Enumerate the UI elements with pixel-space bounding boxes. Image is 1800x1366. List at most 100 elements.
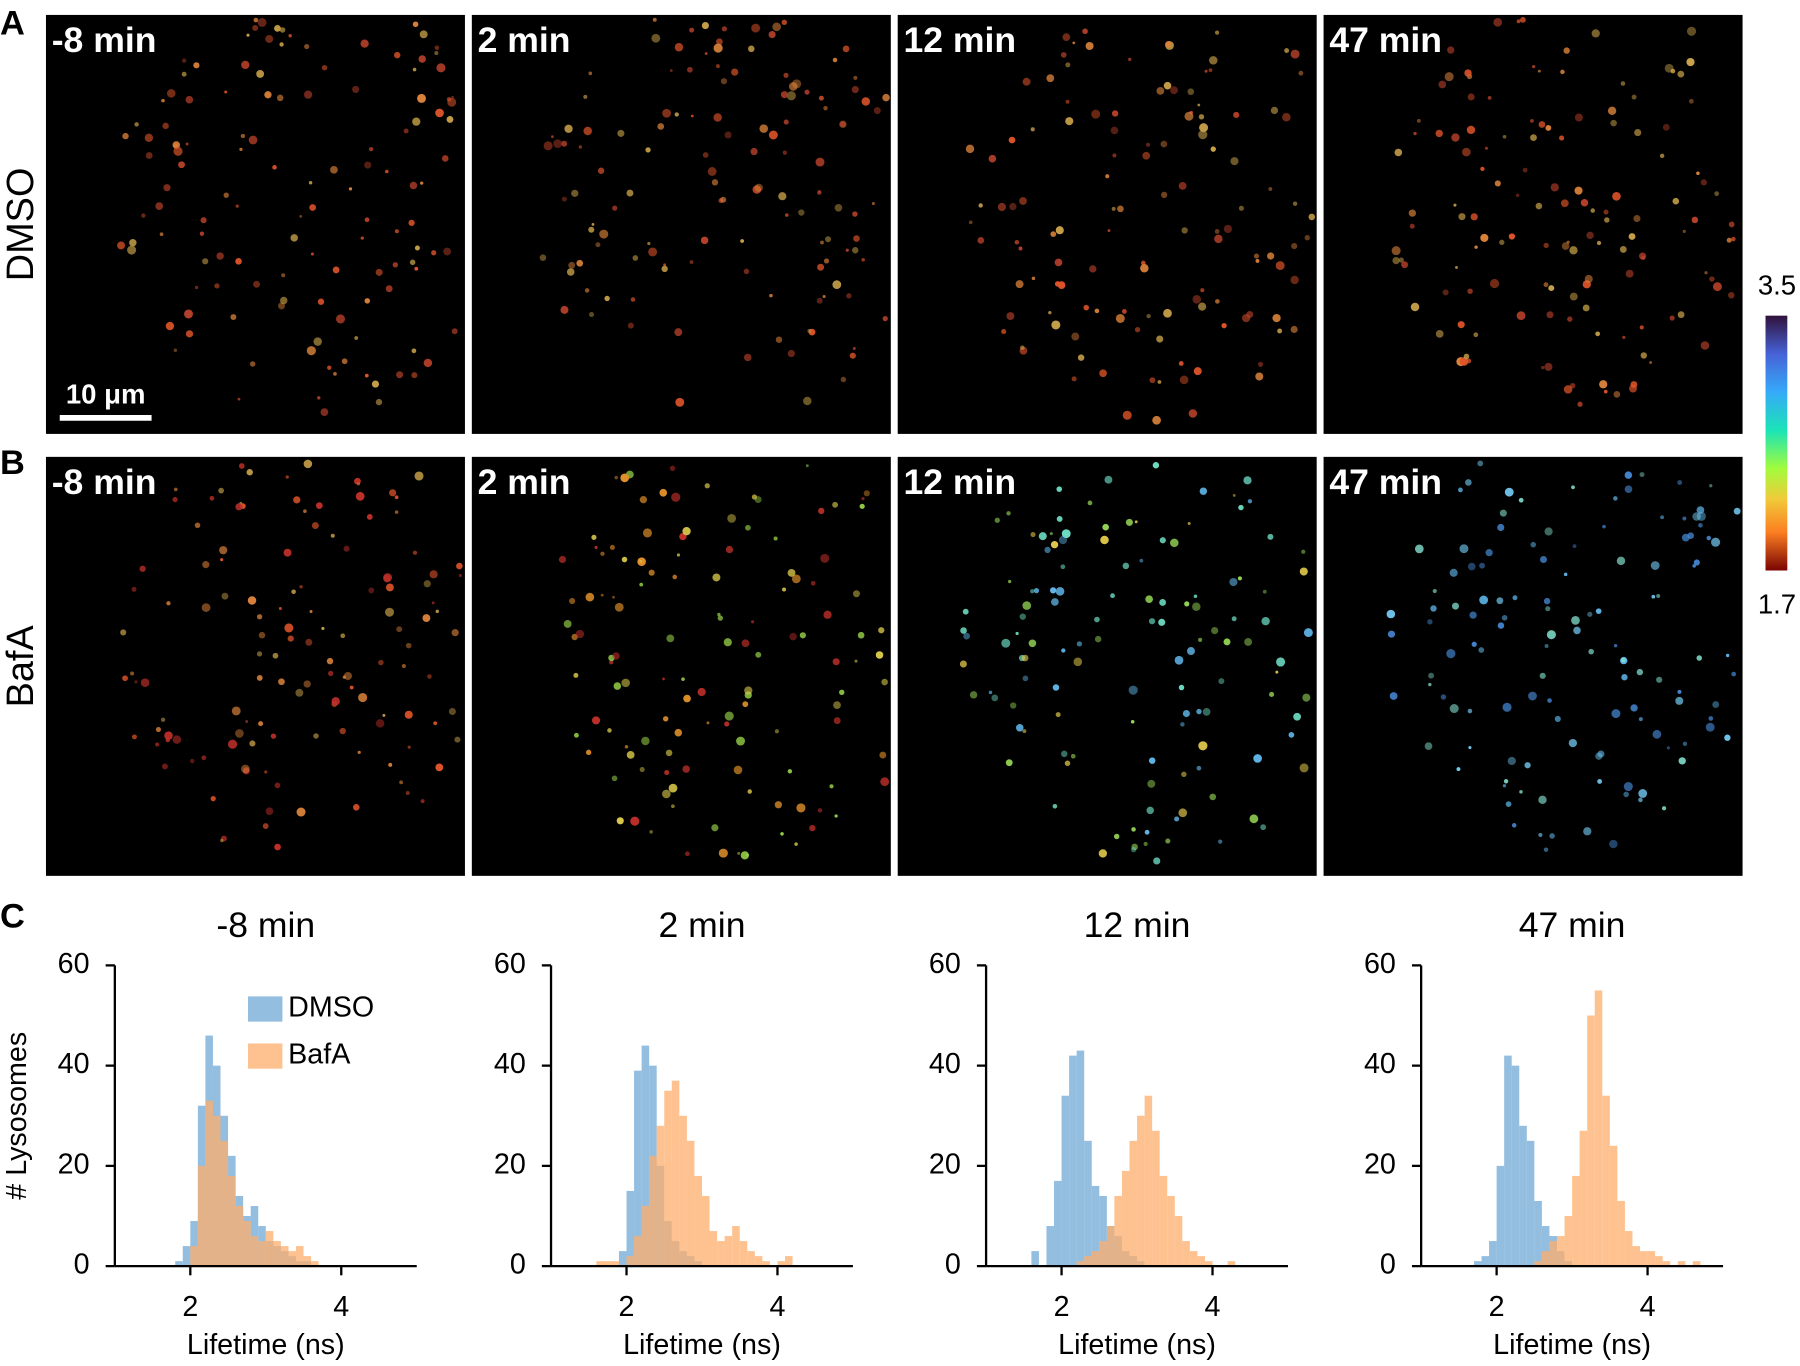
image-background [45, 456, 465, 876]
lysosome-dot [799, 632, 806, 639]
lysosome-dot [550, 135, 554, 139]
row-label: BafA [0, 625, 42, 708]
lysosome-dot [571, 189, 579, 198]
lysosome-dot [448, 708, 456, 715]
histogram-bar [724, 1236, 733, 1267]
lysosome-dot [671, 804, 675, 809]
lysosome-dot [1209, 56, 1218, 65]
lysosome-dot [1275, 261, 1285, 271]
histogram-bar [1091, 1185, 1100, 1267]
lysosome-dot [1446, 649, 1456, 659]
lysosome-dot [1724, 734, 1731, 741]
histogram-bar [1692, 1261, 1701, 1267]
histogram-bar [265, 1231, 274, 1267]
lysosome-dot [1130, 846, 1137, 853]
lysosome-dot [1678, 757, 1686, 765]
lysosome-dot [1708, 716, 1714, 721]
histogram-bar [220, 1140, 229, 1267]
lysosome-dot [1489, 278, 1500, 289]
histogram-bar [1504, 1055, 1512, 1267]
lysosome-dot [1209, 793, 1217, 801]
lysosome-dot [823, 105, 828, 111]
lysosome-dot [1610, 119, 1617, 127]
lysosome-dot [1670, 68, 1676, 74]
lysosome-dot [1031, 276, 1036, 281]
image-background [897, 456, 1317, 876]
lysosome-dot [712, 573, 721, 582]
lysosome-dot [155, 202, 164, 210]
lysosome-dot [1094, 635, 1102, 643]
lysosome-dot [1065, 99, 1070, 104]
lysosome-dot [328, 670, 334, 676]
lysosome-dot [780, 832, 784, 836]
lysosome-dot [1249, 814, 1259, 824]
histogram-bar [1091, 1251, 1100, 1267]
time-label: 47 min [1329, 20, 1442, 60]
lysosome-dot [1620, 81, 1626, 86]
lysosome-dot [1149, 377, 1156, 384]
lysosome-dot [408, 219, 415, 226]
histogram-bar [1144, 1095, 1153, 1267]
lysosome-dot [238, 463, 245, 469]
lysosome-dot [1165, 838, 1171, 844]
histogram-bar [243, 1221, 251, 1267]
lysosome-dot [423, 580, 431, 588]
lysosome-dot [1110, 126, 1119, 135]
lysosome-dot [1430, 605, 1437, 612]
lysosome-dot [343, 545, 350, 552]
lysosome-dot [247, 596, 257, 605]
lysosome-dot [431, 250, 437, 256]
lysosome-dot [1102, 523, 1109, 531]
lysosome-dot [788, 82, 798, 91]
lysosome-dot [299, 585, 303, 589]
lysosome-dot [1143, 841, 1148, 847]
y-axis-label: # Lysosomes [1, 1032, 33, 1200]
lysosome-dot [875, 651, 884, 659]
lysosome-dot [1148, 757, 1156, 764]
chart-title: 2 min [658, 905, 745, 945]
histogram-bar [1099, 1195, 1107, 1267]
lysosome-dot [1504, 487, 1514, 497]
lysosome-dot [313, 733, 319, 739]
lysosome-dot [155, 742, 160, 747]
lysosome-dot [829, 784, 834, 789]
lysosome-dot [751, 23, 761, 33]
lysosome-dot [825, 236, 832, 243]
histogram-bar [747, 1251, 755, 1267]
lysosome-dot [751, 620, 755, 624]
lysosome-dot [1408, 209, 1417, 217]
image-background [471, 456, 891, 876]
lysosome-dot [1584, 274, 1593, 284]
lysosome-dot [144, 133, 154, 142]
lysosome-dot [317, 396, 321, 400]
lysosome-dot [1268, 187, 1273, 191]
lysosome-dot [600, 551, 605, 556]
lysosome-dot [159, 232, 164, 237]
lysosome-dot [832, 57, 838, 63]
lysosome-dot [161, 763, 168, 770]
histogram-bar [1655, 1256, 1663, 1267]
lysosome-dot [1156, 335, 1164, 343]
lysosome-dot [1563, 385, 1573, 394]
x-tick-label: 4 [769, 1291, 785, 1323]
lysosome-dot [809, 825, 816, 832]
lysosome-dot [1022, 675, 1029, 682]
lysosome-dot [641, 736, 650, 746]
lysosome-dot [1144, 829, 1150, 835]
lysosome-dot [164, 731, 173, 740]
lysosome-dot [1182, 710, 1190, 718]
lysosome-dot [256, 674, 263, 681]
lysosome-dot [1677, 70, 1685, 78]
lysosome-dot [1520, 16, 1526, 23]
lysosome-dot [1477, 460, 1484, 467]
lysosome-dot [1021, 654, 1029, 662]
lysosome-dot [405, 642, 412, 649]
lysosome-dot [1543, 597, 1551, 605]
lysosome-dot [1401, 261, 1409, 269]
lysosome-dot [1466, 125, 1476, 135]
lysosome-dot [599, 229, 609, 239]
panel-letter: B [0, 444, 25, 482]
lysosome-dot [161, 98, 165, 103]
lysosome-dot [783, 72, 789, 78]
